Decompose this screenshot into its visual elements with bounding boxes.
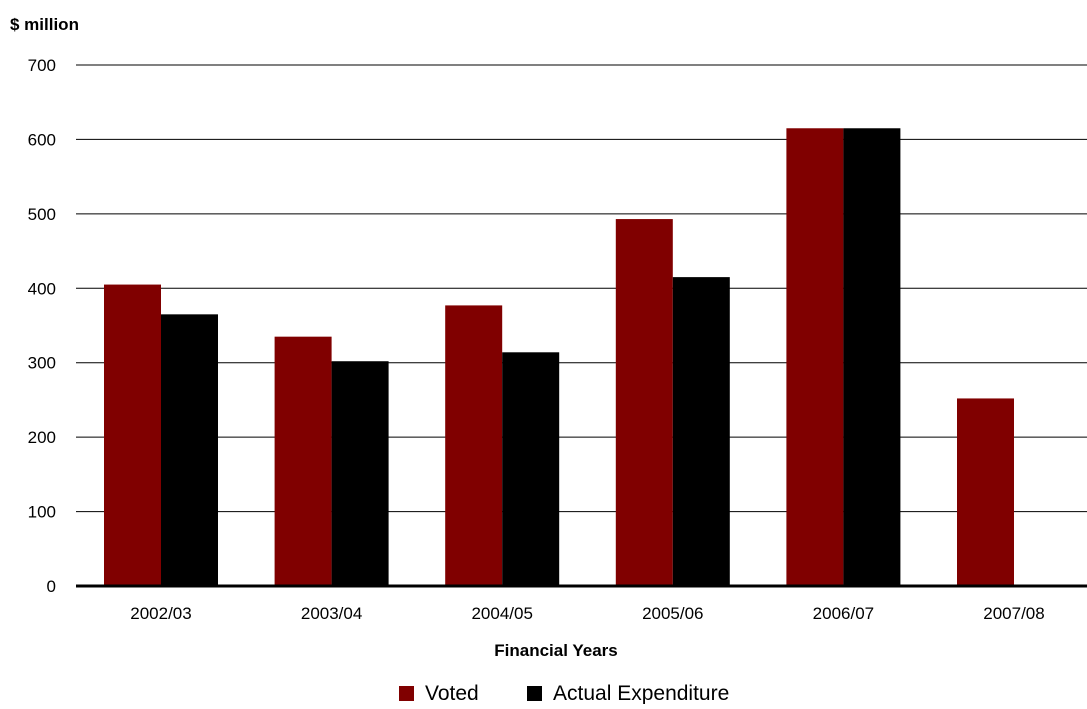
bar-actual-expenditure xyxy=(843,128,900,586)
gridlines xyxy=(76,65,1087,512)
y-tick-label: 100 xyxy=(28,503,56,522)
bar-voted xyxy=(445,305,502,586)
bar-voted xyxy=(786,128,843,586)
x-tick-label: 2002/03 xyxy=(130,604,191,623)
bar-voted xyxy=(957,398,1014,586)
x-tick-label: 2007/08 xyxy=(983,604,1044,623)
y-axis-title: $ million xyxy=(10,15,79,34)
legend-label: Actual Expenditure xyxy=(553,682,729,704)
bar-voted xyxy=(104,285,161,586)
legend-label: Voted xyxy=(425,682,479,704)
y-tick-label: 300 xyxy=(28,354,56,373)
x-tick-label: 2006/07 xyxy=(813,604,874,623)
bar-actual-expenditure xyxy=(502,352,559,586)
y-tick-label: 600 xyxy=(28,130,56,149)
y-tick-label: 0 xyxy=(47,577,56,596)
y-tick-label: 400 xyxy=(28,279,56,298)
bar-voted xyxy=(616,219,673,586)
x-axis-title: Financial Years xyxy=(494,641,617,660)
x-tick-label: 2004/05 xyxy=(471,604,532,623)
y-tick-label: 500 xyxy=(28,205,56,224)
legend: Voted Actual Expenditure xyxy=(399,682,729,704)
bar-voted xyxy=(275,337,332,586)
legend-swatch xyxy=(399,686,414,701)
bar-actual-expenditure xyxy=(332,361,389,586)
x-tick-labels: 2002/03 2003/04 2004/05 2005/06 2006/07 2007/… xyxy=(130,604,1044,623)
bar-actual-expenditure xyxy=(161,314,218,586)
y-tick-label: 200 xyxy=(28,428,56,447)
x-tick-label: 2005/06 xyxy=(642,604,703,623)
y-tick-labels: 0 100 200 300 400 500 600 700 xyxy=(28,56,56,596)
y-tick-label: 700 xyxy=(28,56,56,75)
bars xyxy=(104,128,1014,586)
bar-actual-expenditure xyxy=(673,277,730,586)
legend-swatch xyxy=(527,686,542,701)
x-tick-label: 2003/04 xyxy=(301,604,362,623)
